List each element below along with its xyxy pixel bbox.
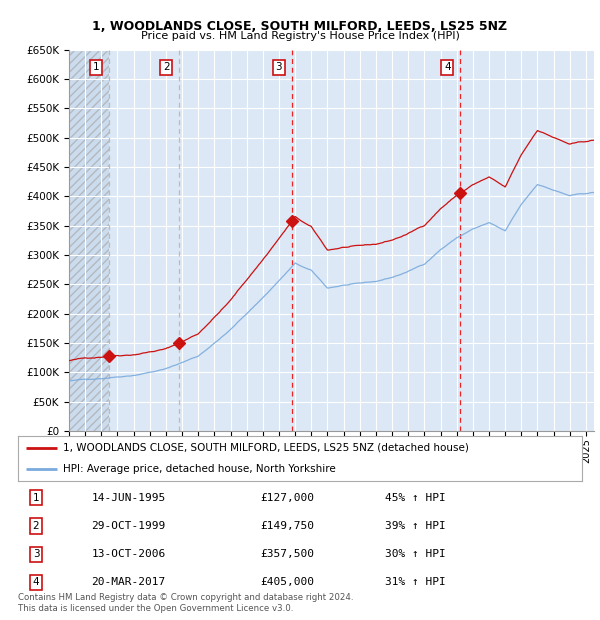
Text: HPI: Average price, detached house, North Yorkshire: HPI: Average price, detached house, Nort… [63,464,336,474]
Text: Price paid vs. HM Land Registry's House Price Index (HPI): Price paid vs. HM Land Registry's House … [140,31,460,41]
Bar [69,50,109,431]
Text: 4: 4 [33,577,40,587]
Text: 45% ↑ HPI: 45% ↑ HPI [385,493,445,503]
Text: 2: 2 [33,521,40,531]
Text: 3: 3 [275,62,282,72]
Text: 1, WOODLANDS CLOSE, SOUTH MILFORD, LEEDS, LS25 5NZ: 1, WOODLANDS CLOSE, SOUTH MILFORD, LEEDS… [92,20,508,33]
Text: £127,000: £127,000 [260,493,314,503]
Text: 29-OCT-1999: 29-OCT-1999 [91,521,166,531]
Text: £405,000: £405,000 [260,577,314,587]
Text: 39% ↑ HPI: 39% ↑ HPI [385,521,445,531]
Text: 1, WOODLANDS CLOSE, SOUTH MILFORD, LEEDS, LS25 5NZ (detached house): 1, WOODLANDS CLOSE, SOUTH MILFORD, LEEDS… [63,443,469,453]
Text: £149,750: £149,750 [260,521,314,531]
Text: 13-OCT-2006: 13-OCT-2006 [91,549,166,559]
Text: 1: 1 [92,62,99,72]
Text: £357,500: £357,500 [260,549,314,559]
Text: 4: 4 [444,62,451,72]
Text: 30% ↑ HPI: 30% ↑ HPI [385,549,445,559]
Text: Contains HM Land Registry data © Crown copyright and database right 2024.
This d: Contains HM Land Registry data © Crown c… [18,593,353,613]
Text: 20-MAR-2017: 20-MAR-2017 [91,577,166,587]
Text: 3: 3 [33,549,40,559]
Text: 31% ↑ HPI: 31% ↑ HPI [385,577,445,587]
Text: 2: 2 [163,62,170,72]
Text: 14-JUN-1995: 14-JUN-1995 [91,493,166,503]
Text: 1: 1 [33,493,40,503]
